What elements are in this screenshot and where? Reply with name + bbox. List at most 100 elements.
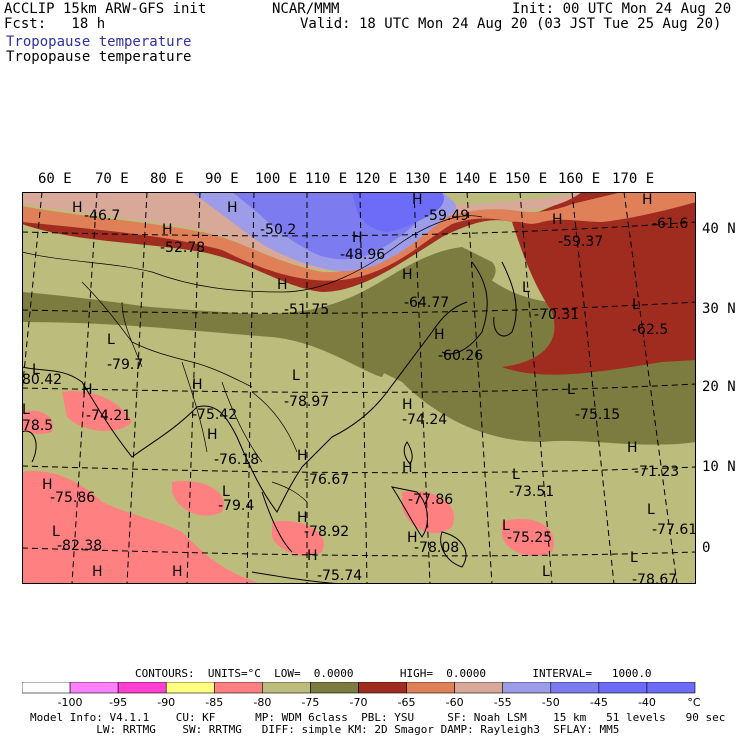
extremum-value: -75.15 xyxy=(575,407,620,423)
longitude-label: 100 E xyxy=(255,171,298,187)
extremum-marker: H xyxy=(412,192,423,208)
extremum-marker: H xyxy=(307,548,318,564)
extremum-value: -50.2 xyxy=(260,222,296,238)
colorbar-tick: -80 xyxy=(253,696,271,709)
extremum-marker: L xyxy=(52,524,60,540)
extremum-marker: H xyxy=(277,277,288,293)
zone-minus80-d xyxy=(502,518,554,557)
colorbar-tick: -85 xyxy=(205,696,223,709)
field-title-shaded: Tropopause temperature xyxy=(6,34,192,50)
extremum-value: 80.42 xyxy=(22,372,62,388)
longitude-label: 170 E xyxy=(612,171,655,187)
extremum-marker: H xyxy=(434,327,445,343)
extremum-value: -59.49 xyxy=(424,208,469,224)
extremum-marker: H xyxy=(297,448,308,464)
extremum-marker: H xyxy=(42,477,53,493)
graticule xyxy=(22,192,696,584)
extremum-marker: H xyxy=(402,267,413,283)
longitude-label: 120 E xyxy=(355,171,398,187)
extremum-marker: H xyxy=(227,200,238,216)
extremum-marker: H xyxy=(402,460,413,476)
extremum-marker: H xyxy=(192,377,203,393)
extremum-marker: L xyxy=(22,402,30,418)
colorbar-tick: -55 xyxy=(494,696,512,709)
field-title-contour: Tropopause temperature xyxy=(6,49,192,65)
extremum-value: -46.7 xyxy=(84,208,120,224)
colorbar-swatch xyxy=(165,682,215,694)
colorbar-swatch xyxy=(262,682,311,694)
colorbar-swatch xyxy=(646,682,696,694)
header-title: ACCLIP 15km ARW-GFS init xyxy=(4,1,207,17)
colorbar-tick: -60 xyxy=(446,696,464,709)
extremum-marker: L xyxy=(222,484,230,500)
extremum-marker: H xyxy=(207,427,218,443)
extremum-value: -82.38 xyxy=(57,538,102,554)
extremum-value: -78.97 xyxy=(284,394,329,410)
extremum-marker: H xyxy=(642,192,653,208)
longitude-labels: 60 E 70 E 80 E 90 E 100 E 110 E 120 E 130 E 140 … xyxy=(0,172,740,190)
longitude-label: 70 E xyxy=(95,171,129,187)
valid-time: Valid: 18 UTC Mon 24 Aug 20 (03 JST Tue … xyxy=(300,16,722,32)
extrema-labels: H -46.7 H-50.2H-59.49H-61.6H-52.78H-48.96H… xyxy=(22,192,696,584)
extremum-marker: H xyxy=(82,382,93,398)
zone-minus80-f xyxy=(272,521,324,556)
model-info-line2: LW: RRTMG SW: RRTMG DIFF: simple KM: 2D … xyxy=(30,723,620,736)
extremum-marker: H xyxy=(627,440,638,456)
colorbar-swatch xyxy=(598,682,648,694)
zone-minus80-c xyxy=(402,491,454,534)
longitude-label: 140 E xyxy=(455,171,498,187)
extremum-marker: L xyxy=(632,297,640,313)
extremum-value: -77.86 xyxy=(408,492,453,508)
extremum-marker: H xyxy=(352,230,363,246)
extremum-value: -59.37 xyxy=(558,234,603,250)
extremum-marker: L xyxy=(542,564,550,580)
longitude-label: 90 E xyxy=(205,171,239,187)
colorbar-swatch xyxy=(213,682,263,694)
colorbar-swatch xyxy=(22,682,71,694)
longitude-label: 80 E xyxy=(150,171,184,187)
colorbar-swatch xyxy=(358,682,407,694)
zone-minus80-sw xyxy=(22,471,262,584)
longitude-label: 130 E xyxy=(405,171,448,187)
extremum-value: -61.6 xyxy=(652,216,688,232)
extremum-value: -52.78 xyxy=(160,240,205,256)
extremum-value: -75.42 xyxy=(192,407,237,423)
colorbar-tick: -75 xyxy=(301,696,319,709)
longitude-label: 160 E xyxy=(558,171,601,187)
extremum-value: -76.18 xyxy=(214,452,259,468)
colorbar-tick: -100 xyxy=(58,696,83,709)
extremum-marker: H xyxy=(552,212,563,228)
extremum-value: -60.26 xyxy=(438,348,483,364)
extremum-value: -48.96 xyxy=(340,247,385,263)
colorbar-tick: -95 xyxy=(109,696,127,709)
extremum-value: -71.23 xyxy=(634,464,679,480)
extremum-value: -74.24 xyxy=(402,412,447,428)
extremum-marker: L xyxy=(107,332,115,348)
extremum-marker: H xyxy=(297,510,308,526)
colorbar-unit: °C xyxy=(687,696,701,709)
extremum-value: -75.86 xyxy=(50,490,95,506)
map-frame xyxy=(22,192,696,584)
extremum-marker: H xyxy=(72,200,83,216)
colorbar-swatch xyxy=(310,682,359,694)
extremum-marker: L xyxy=(502,518,510,534)
colorbar-swatch xyxy=(406,682,455,694)
colorbar-tick: -45 xyxy=(590,696,608,709)
extremum-value: -51.75 xyxy=(284,302,329,318)
extremum-value: -75.25 xyxy=(507,530,552,546)
extremum-value: -79.7 xyxy=(107,357,143,373)
extremum-marker: H xyxy=(162,222,173,238)
zone-minus40 xyxy=(352,192,444,232)
colorbar-tick: -50 xyxy=(542,696,560,709)
extremum-marker: H xyxy=(172,564,183,580)
contours-info: CONTOURS: UNITS=°C LOW= 0.0000 HIGH= 0.0… xyxy=(135,667,652,680)
extremum-value: -78.08 xyxy=(414,540,459,556)
zone-minus60 xyxy=(22,192,696,281)
extremum-value: -78.92 xyxy=(304,524,349,540)
extremum-value: -74.21 xyxy=(86,408,131,424)
extremum-marker: L xyxy=(512,467,520,483)
init-time: Init: 00 UTC Mon 24 Aug 20 xyxy=(512,1,732,17)
forecast-hour: Fcst: 18 h xyxy=(4,16,106,32)
extremum-marker: L xyxy=(292,368,300,384)
extremum-value: -79.4 xyxy=(218,498,254,514)
